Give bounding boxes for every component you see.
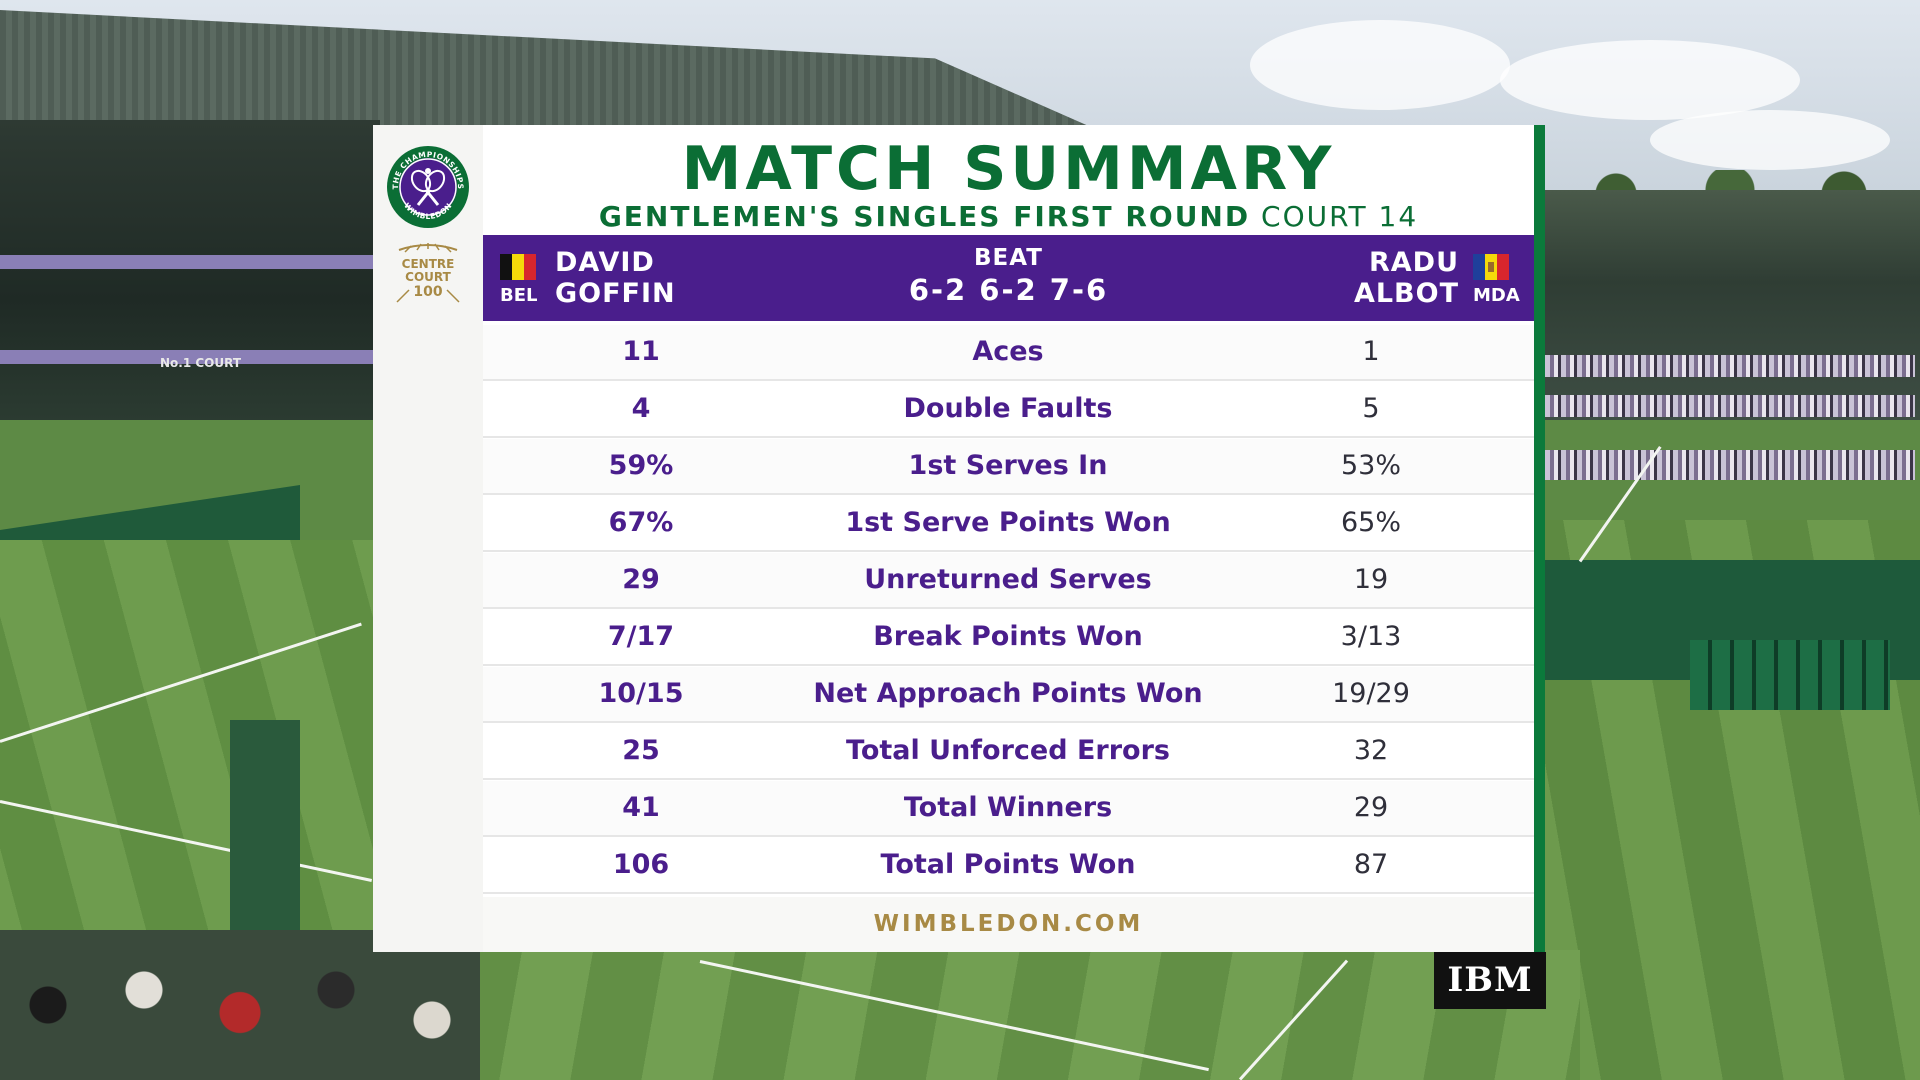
ibm-logo: IBM [1434,952,1546,1009]
stat-label: 1st Serve Points Won [845,507,1171,538]
match-subtitle: GENTLEMEN'S SINGLES FIRST ROUND COURT 14 [483,195,1534,239]
belgium-flag-icon [500,254,536,280]
centre-court-100-icon: CENTRE COURT 100 [396,243,460,303]
wimbledon-logo-icon: THE CHAMPIONSHIPS WIMBLEDON [387,146,469,228]
website-footer: WIMBLEDON.COM [483,897,1534,952]
player2-stat: 19 [1353,564,1389,595]
cloud [1250,20,1510,110]
stat-label: 1st Serves In [908,450,1108,481]
table-row: 10/15 Net Approach Points Won 19/29 [483,667,1534,721]
player2-stat: 1 [1362,336,1380,367]
result-label: BEAT [974,245,1043,271]
table-row: 67% 1st Serve Points Won 65% [483,496,1534,550]
player1-stat: 29 [622,564,660,595]
player2-country: MDA [1473,285,1520,306]
cloud [1500,40,1800,120]
svg-text:COURT: COURT [405,270,451,284]
table-row: 25 Total Unforced Errors 32 [483,724,1534,778]
player2-stat: 19/29 [1332,678,1410,709]
player2-last-name: ALBOT [1353,278,1459,309]
player1-stat: 7/17 [607,621,675,652]
table-row: 41 Total Winners 29 [483,781,1534,835]
no1-court-sign: No.1 COURT [160,356,242,370]
crowd-bottom [0,930,480,1080]
table-row: 29 Unreturned Serves 19 [483,553,1534,607]
player2-stat: 3/13 [1340,621,1402,652]
table-row: 59% 1st Serves In 53% [483,439,1534,493]
player2-stat: 32 [1353,735,1389,766]
court-label: COURT 14 [1261,200,1419,233]
player2-stat: 29 [1353,792,1389,823]
grass-bottom [380,950,1580,1080]
svg-text:100: 100 [413,284,442,300]
stat-label: Unreturned Serves [864,564,1152,595]
table-row: 7/17 Break Points Won 3/13 [483,610,1534,664]
match-summary-panel: THE CHAMPIONSHIPS WIMBLEDON CENTRE COURT… [373,125,1545,952]
stat-label: Total Unforced Errors [846,735,1170,766]
player1-stat: 10/15 [598,678,684,709]
player1-stat: 106 [612,849,670,880]
table-row: 4 Double Faults 5 [483,382,1534,436]
stat-label: Double Faults [903,393,1113,424]
stand-right [1540,190,1920,420]
umpire-chair [230,720,300,940]
player1-country: BEL [500,285,538,306]
player2-stat: 5 [1362,393,1380,424]
panel-accent-bar [1534,125,1545,952]
stand-left [0,120,380,420]
player1-first-name: DAVID [555,247,655,278]
match-score: 6-2 6-2 7-6 [908,273,1109,307]
crowd-band [0,255,380,269]
moldova-flag-icon [1473,254,1509,280]
player1-stat: 41 [622,792,660,823]
cloud [1650,110,1890,170]
stat-label: Net Approach Points Won [813,678,1203,709]
player1-stat: 59% [608,450,674,481]
crowd-right [1545,395,1915,417]
player1-last-name: GOFFIN [555,278,676,309]
svg-text:CENTRE: CENTRE [402,257,455,271]
page-title: MATCH SUMMARY [681,134,1336,204]
stats-table: 11 Aces 1 4 Double Faults 5 59% 1st Serv… [483,325,1534,895]
table-row: 11 Aces 1 [483,325,1534,379]
panel-logo-column [373,125,483,952]
table-row: 106 Total Points Won 87 [483,838,1534,892]
green-seats [1690,640,1890,710]
stat-label: Aces [972,336,1044,367]
stat-label: Break Points Won [873,621,1143,652]
crowd-right [1545,355,1915,377]
player1-stat: 25 [622,735,660,766]
player1-stat: 4 [631,393,651,424]
players-header: BEL DAVID GOFFIN BEAT 6-2 6-2 7-6 RADU A… [483,235,1534,321]
player2-first-name: RADU [1368,247,1459,278]
player1-stat: 67% [608,507,674,538]
stat-label: Total Points Won [880,849,1136,880]
stat-label: Total Winners [903,792,1113,823]
player1-stat: 11 [622,336,660,367]
player2-stat: 65% [1340,507,1401,538]
player2-stat: 53% [1340,450,1401,481]
crowd-band [0,350,380,364]
crowd-right [1545,450,1915,480]
round-label: GENTLEMEN'S SINGLES FIRST ROUND [598,200,1251,233]
player2-stat: 87 [1353,849,1389,880]
